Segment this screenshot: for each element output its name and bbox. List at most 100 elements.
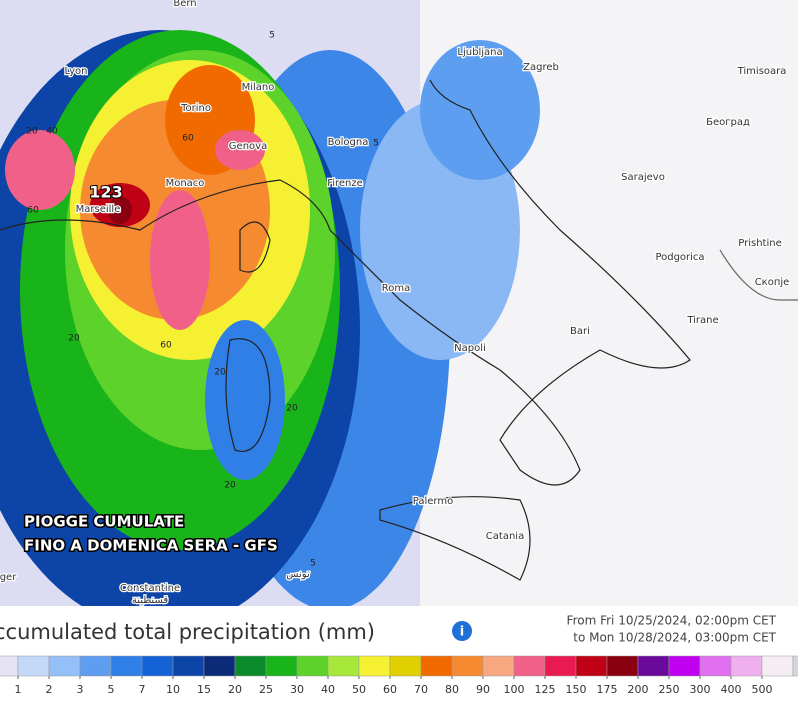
color-swatch xyxy=(110,655,143,677)
color-swatch xyxy=(637,655,670,677)
city: Roma xyxy=(382,283,411,294)
contour-label: 20 xyxy=(286,404,298,414)
city: Monaco xyxy=(166,178,205,189)
color-scale: 1 2 3 5 7 10 15 20 25 30 40 50 60 70 80 90 100 125 150 175 2… xyxy=(0,655,798,696)
color-swatch xyxy=(420,655,453,677)
contour-label: 20 xyxy=(68,334,80,344)
color-swatch xyxy=(172,655,205,677)
map: Bern Lyon Torino Milano Ljubljana Zagreb… xyxy=(0,0,798,606)
contour-label: 60 xyxy=(27,206,39,216)
color-swatch xyxy=(761,655,794,677)
legend-background xyxy=(0,606,798,701)
city: Catania xyxy=(486,531,524,542)
color-swatch xyxy=(482,655,515,677)
color-swatch xyxy=(606,655,639,677)
tick-label: 10 xyxy=(166,683,180,696)
color-swatch xyxy=(544,655,577,677)
color-swatch xyxy=(389,655,422,677)
contour-label: 20 xyxy=(224,481,236,491)
legend-from: From Fri 10/25/2024, 02:00pm CET xyxy=(567,614,777,628)
contour-label: 123 xyxy=(89,183,122,202)
tick-label: 15 xyxy=(197,683,211,696)
city: Napoli xyxy=(454,343,486,354)
city: Palermo xyxy=(413,496,453,507)
color-swatch xyxy=(668,655,701,677)
city-labels: Bern Lyon Torino Milano Ljubljana Zagreb… xyxy=(0,0,791,606)
city: Bari xyxy=(570,326,590,337)
tick-label: 100 xyxy=(504,683,525,696)
color-swatch xyxy=(730,655,763,677)
tick-label: 3 xyxy=(77,683,84,696)
city: قسنطينة xyxy=(132,595,169,606)
tick-label: 500 xyxy=(752,683,773,696)
tick-label: 1 xyxy=(15,683,22,696)
color-swatch xyxy=(0,655,19,677)
color-swatch xyxy=(234,655,267,677)
city: Constantine xyxy=(120,583,180,594)
city: Београд xyxy=(706,117,750,128)
city: Скопје xyxy=(755,276,790,288)
contour-label: 60 xyxy=(182,134,194,144)
legend-to: to Mon 10/28/2024, 03:00pm CET xyxy=(573,631,776,645)
color-swatch xyxy=(513,655,546,677)
tick-label: 250 xyxy=(659,683,680,696)
tick-label: 125 xyxy=(535,683,556,696)
tick-label: 70 xyxy=(414,683,428,696)
city: Lyon xyxy=(64,66,87,77)
tick-label: 2 xyxy=(46,683,53,696)
contour-label: 5 xyxy=(373,139,379,149)
legend: ccumulated total precipitation (mm) i Fr… xyxy=(0,606,798,701)
tick-label: 50 xyxy=(352,683,366,696)
tick-label: 5 xyxy=(108,683,115,696)
tick-label: 40 xyxy=(321,683,335,696)
city: Timisoara xyxy=(737,66,787,77)
contour-labels: 123 5 20 40 60 60 20 60 20 20 20 5 5 xyxy=(26,31,379,569)
city: Firenze xyxy=(327,178,363,189)
city: Ljubljana xyxy=(457,47,502,58)
city: Milano xyxy=(242,82,275,93)
legend-title: ccumulated total precipitation (mm) xyxy=(0,620,375,644)
tick-label: 20 xyxy=(228,683,242,696)
precip-field xyxy=(0,0,540,606)
city: Tirane xyxy=(686,315,718,326)
city: Zagreb xyxy=(523,62,559,73)
contour-label: 5 xyxy=(310,559,316,569)
color-swatch xyxy=(265,655,298,677)
city: Prishtine xyxy=(738,238,781,249)
city: ger xyxy=(0,572,17,583)
color-swatch xyxy=(79,655,112,677)
city: تونس xyxy=(286,569,310,580)
contour-label: 5 xyxy=(269,31,275,41)
color-swatch xyxy=(296,655,329,677)
info-icon[interactable] xyxy=(452,621,472,641)
overlay-title: FINO A DOMENICA SERA - GFS xyxy=(24,537,278,555)
color-swatch xyxy=(451,655,484,677)
city: Genova xyxy=(229,141,267,152)
city: Torino xyxy=(180,103,211,114)
coastlines xyxy=(0,79,798,581)
tick-label: 300 xyxy=(690,683,711,696)
color-swatch xyxy=(203,655,236,677)
tick-label: 30 xyxy=(290,683,304,696)
color-swatch xyxy=(327,655,360,677)
tick-label: 90 xyxy=(476,683,490,696)
color-swatch xyxy=(792,655,798,677)
city: Bern xyxy=(173,0,196,9)
tick-label: 150 xyxy=(566,683,587,696)
contour-label: 20 xyxy=(214,368,226,378)
city: Marseille xyxy=(76,204,121,215)
tick-label: 200 xyxy=(628,683,649,696)
color-swatch xyxy=(17,655,50,677)
tick-label: 60 xyxy=(383,683,397,696)
color-swatch xyxy=(48,655,81,677)
city: Bologna xyxy=(328,137,369,148)
color-swatch xyxy=(575,655,608,677)
tick-label: 25 xyxy=(259,683,273,696)
tick-label: 7 xyxy=(139,683,146,696)
overlay-title: PIOGGE CUMULATE xyxy=(24,513,184,531)
tick-label: 400 xyxy=(721,683,742,696)
tick-label: 80 xyxy=(445,683,459,696)
tick-label: 175 xyxy=(597,683,618,696)
color-swatch xyxy=(699,655,732,677)
